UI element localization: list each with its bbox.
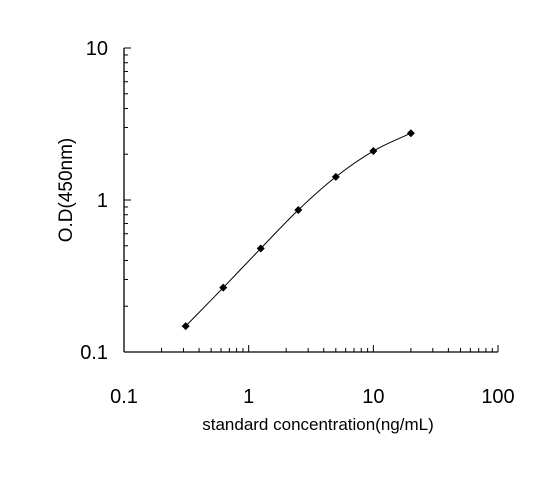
data-point-marker [369, 147, 378, 156]
y-tick-label: 0.1 [80, 342, 108, 364]
data-point-marker [181, 322, 190, 331]
series [181, 129, 415, 331]
x-tick-label: 100 [481, 386, 514, 408]
x-tick-label: 1 [243, 386, 254, 408]
y-axis-label: O.D(450nm) [56, 138, 77, 243]
x-axis-label: standard concentration(ng/mL) [202, 415, 434, 434]
data-point-marker [256, 244, 265, 253]
data-point-marker [406, 129, 415, 138]
tick-labels: 0.1 1 10 100 0.1 1 10 [80, 38, 515, 408]
axis-ticks [123, 47, 499, 353]
x-tick-label: 0.1 [110, 386, 138, 408]
y-tick-label: 1 [97, 190, 108, 212]
y-tick-label: 10 [86, 38, 108, 60]
data-point-marker [219, 283, 228, 292]
x-tick-label: 10 [362, 386, 384, 408]
axes [123, 48, 498, 353]
data-point-marker [294, 205, 303, 214]
data-point-marker [331, 172, 340, 181]
series-line [185, 132, 412, 327]
